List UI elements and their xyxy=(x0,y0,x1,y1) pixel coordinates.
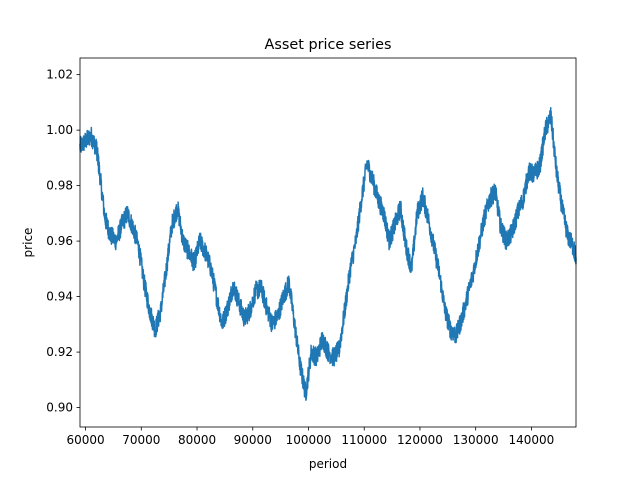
y-tick-label: 0.94 xyxy=(46,290,73,304)
plot-frame xyxy=(79,57,577,428)
x-tick-label: 110000 xyxy=(341,433,387,447)
y-tick-label: 0.96 xyxy=(46,234,73,248)
x-tick-label: 140000 xyxy=(509,433,555,447)
y-tick-label: 0.90 xyxy=(46,401,73,415)
x-tick-label: 130000 xyxy=(453,433,499,447)
plot-area xyxy=(80,58,576,427)
x-axis-label: period xyxy=(309,457,347,471)
x-tick-label: 100000 xyxy=(286,433,332,447)
y-axis-label: price xyxy=(21,228,35,258)
y-tick-label: 1.02 xyxy=(46,68,73,82)
y-tick-label: 0.98 xyxy=(46,179,73,193)
y-axis: 0.90 0.92 0.94 0.96 0.98 1.00 1.02 xyxy=(46,68,80,415)
x-tick-label: 120000 xyxy=(397,433,443,447)
y-tick-label: 0.92 xyxy=(46,345,73,359)
x-tick-label: 70000 xyxy=(122,433,160,447)
x-tick-label: 80000 xyxy=(178,433,216,447)
x-tick-label: 90000 xyxy=(234,433,272,447)
x-tick-label: 60000 xyxy=(66,433,104,447)
y-tick-label: 1.00 xyxy=(46,123,73,137)
series-layer xyxy=(79,107,577,401)
chart-title: Asset price series xyxy=(265,37,392,53)
x-axis: 60000 70000 80000 90000 100000 110000 120000 13… xyxy=(66,427,554,447)
price-series-line xyxy=(79,107,577,401)
